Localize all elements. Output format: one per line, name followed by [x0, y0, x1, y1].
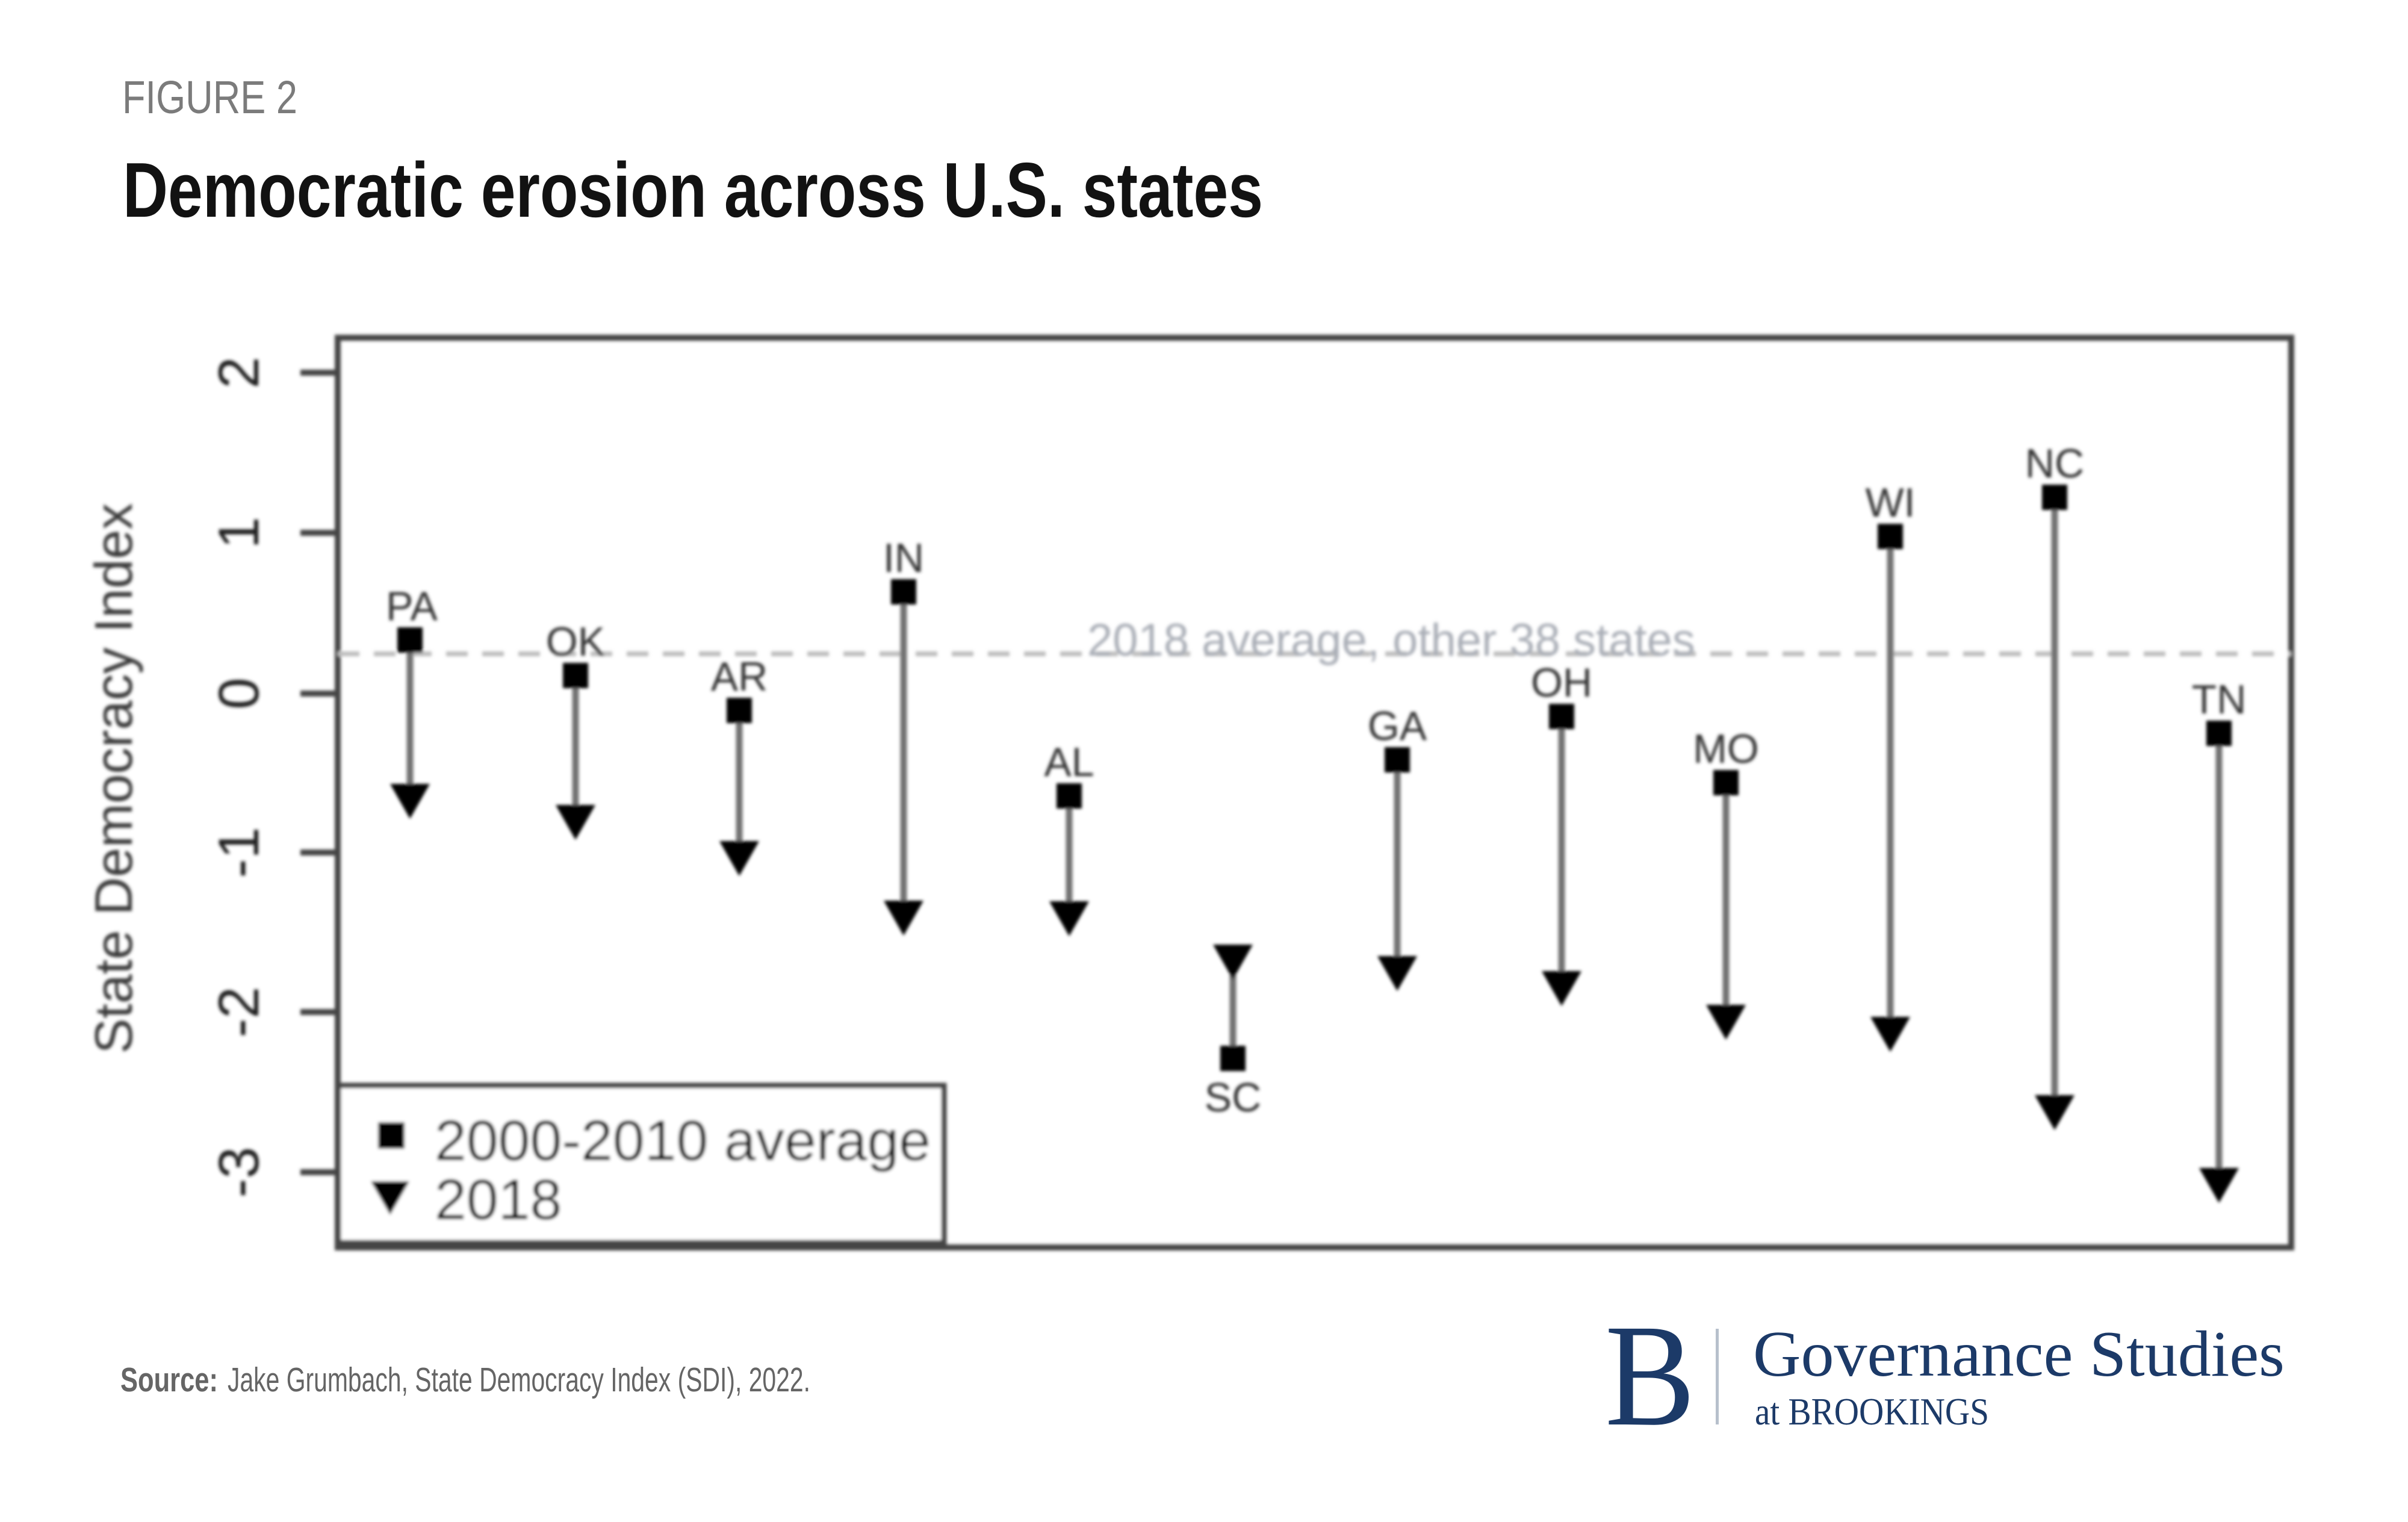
svg-text:OH: OH	[1531, 660, 1592, 706]
svg-text:OK: OK	[546, 619, 605, 665]
svg-text:MO: MO	[1693, 726, 1759, 772]
svg-text:B: B	[1605, 1294, 1695, 1456]
svg-text:NC: NC	[2025, 441, 2084, 486]
svg-text:2: 2	[207, 357, 271, 389]
svg-text:AL: AL	[1044, 739, 1094, 785]
svg-text:Source:Jake Grumbach, State De: Source: Jake Grumbach, State Democracy In…	[120, 1361, 810, 1399]
svg-text:TN: TN	[2192, 677, 2247, 722]
svg-text:-2: -2	[207, 987, 271, 1037]
svg-text:2018: 2018	[435, 1168, 562, 1232]
svg-text:-1: -1	[207, 827, 271, 878]
svg-text:State Democracy Index: State Democracy Index	[84, 503, 143, 1054]
svg-text:Democratic erosion across U.S.: Democratic erosion across U.S. states	[123, 147, 1263, 234]
svg-text:Governance Studies: Governance Studies	[1753, 1319, 2285, 1390]
svg-text:FIGURE 2: FIGURE 2	[122, 72, 297, 123]
svg-text:WI: WI	[1865, 480, 1915, 526]
svg-text:GA: GA	[1368, 703, 1427, 749]
svg-text:PA: PA	[386, 583, 438, 629]
svg-text:2000-2010 average: 2000-2010 average	[435, 1109, 931, 1173]
svg-text:0: 0	[207, 678, 271, 710]
svg-text:-3: -3	[207, 1147, 271, 1197]
svg-text:SC: SC	[1205, 1075, 1261, 1120]
svg-text:IN: IN	[883, 535, 924, 581]
svg-text:1: 1	[207, 517, 271, 549]
svg-text:AR: AR	[711, 654, 768, 700]
svg-text:2018 average, other 38 states: 2018 average, other 38 states	[1087, 615, 1695, 666]
svg-text:at BROOKINGS: at BROOKINGS	[1755, 1391, 1989, 1433]
